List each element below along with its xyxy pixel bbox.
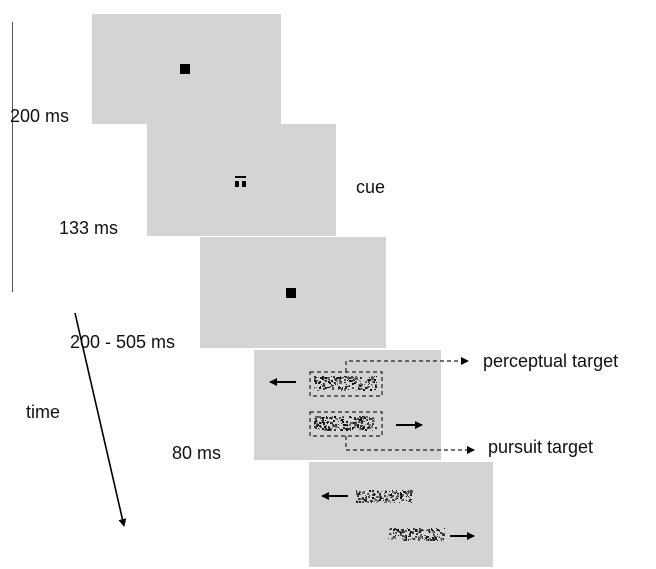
frame3-duration-label: 200 - 505 ms <box>70 332 176 352</box>
fixation-square-2 <box>286 288 296 298</box>
fixation-square-1 <box>180 64 190 74</box>
cue-label: cue <box>356 177 386 197</box>
perceptual-target-box <box>309 371 383 397</box>
frame4-duration-label: 80 ms <box>172 443 222 463</box>
mask-patch-lower <box>388 528 446 542</box>
stimulus-patch-lower <box>314 416 378 432</box>
timeline-vertical-line <box>12 22 13 292</box>
time-arrow <box>74 312 127 527</box>
cue-symbol <box>235 176 246 187</box>
pursuit-target-leader <box>345 436 475 454</box>
frame1-duration-label: 200 ms <box>10 106 70 126</box>
frame2-duration-label: 133 ms <box>59 218 119 238</box>
pursuit-target-label: pursuit target <box>488 437 594 457</box>
stimulus-patch-upper <box>314 376 378 392</box>
frame-mask <box>309 462 493 567</box>
time-label: time <box>26 402 61 422</box>
frame-cue <box>147 124 336 236</box>
frame-targets <box>254 350 441 460</box>
perceptual-target-label: perceptual target <box>483 351 619 371</box>
mask-patch-upper <box>356 490 414 504</box>
pursuit-target-box <box>309 411 383 437</box>
perceptual-target-leader <box>345 357 469 372</box>
